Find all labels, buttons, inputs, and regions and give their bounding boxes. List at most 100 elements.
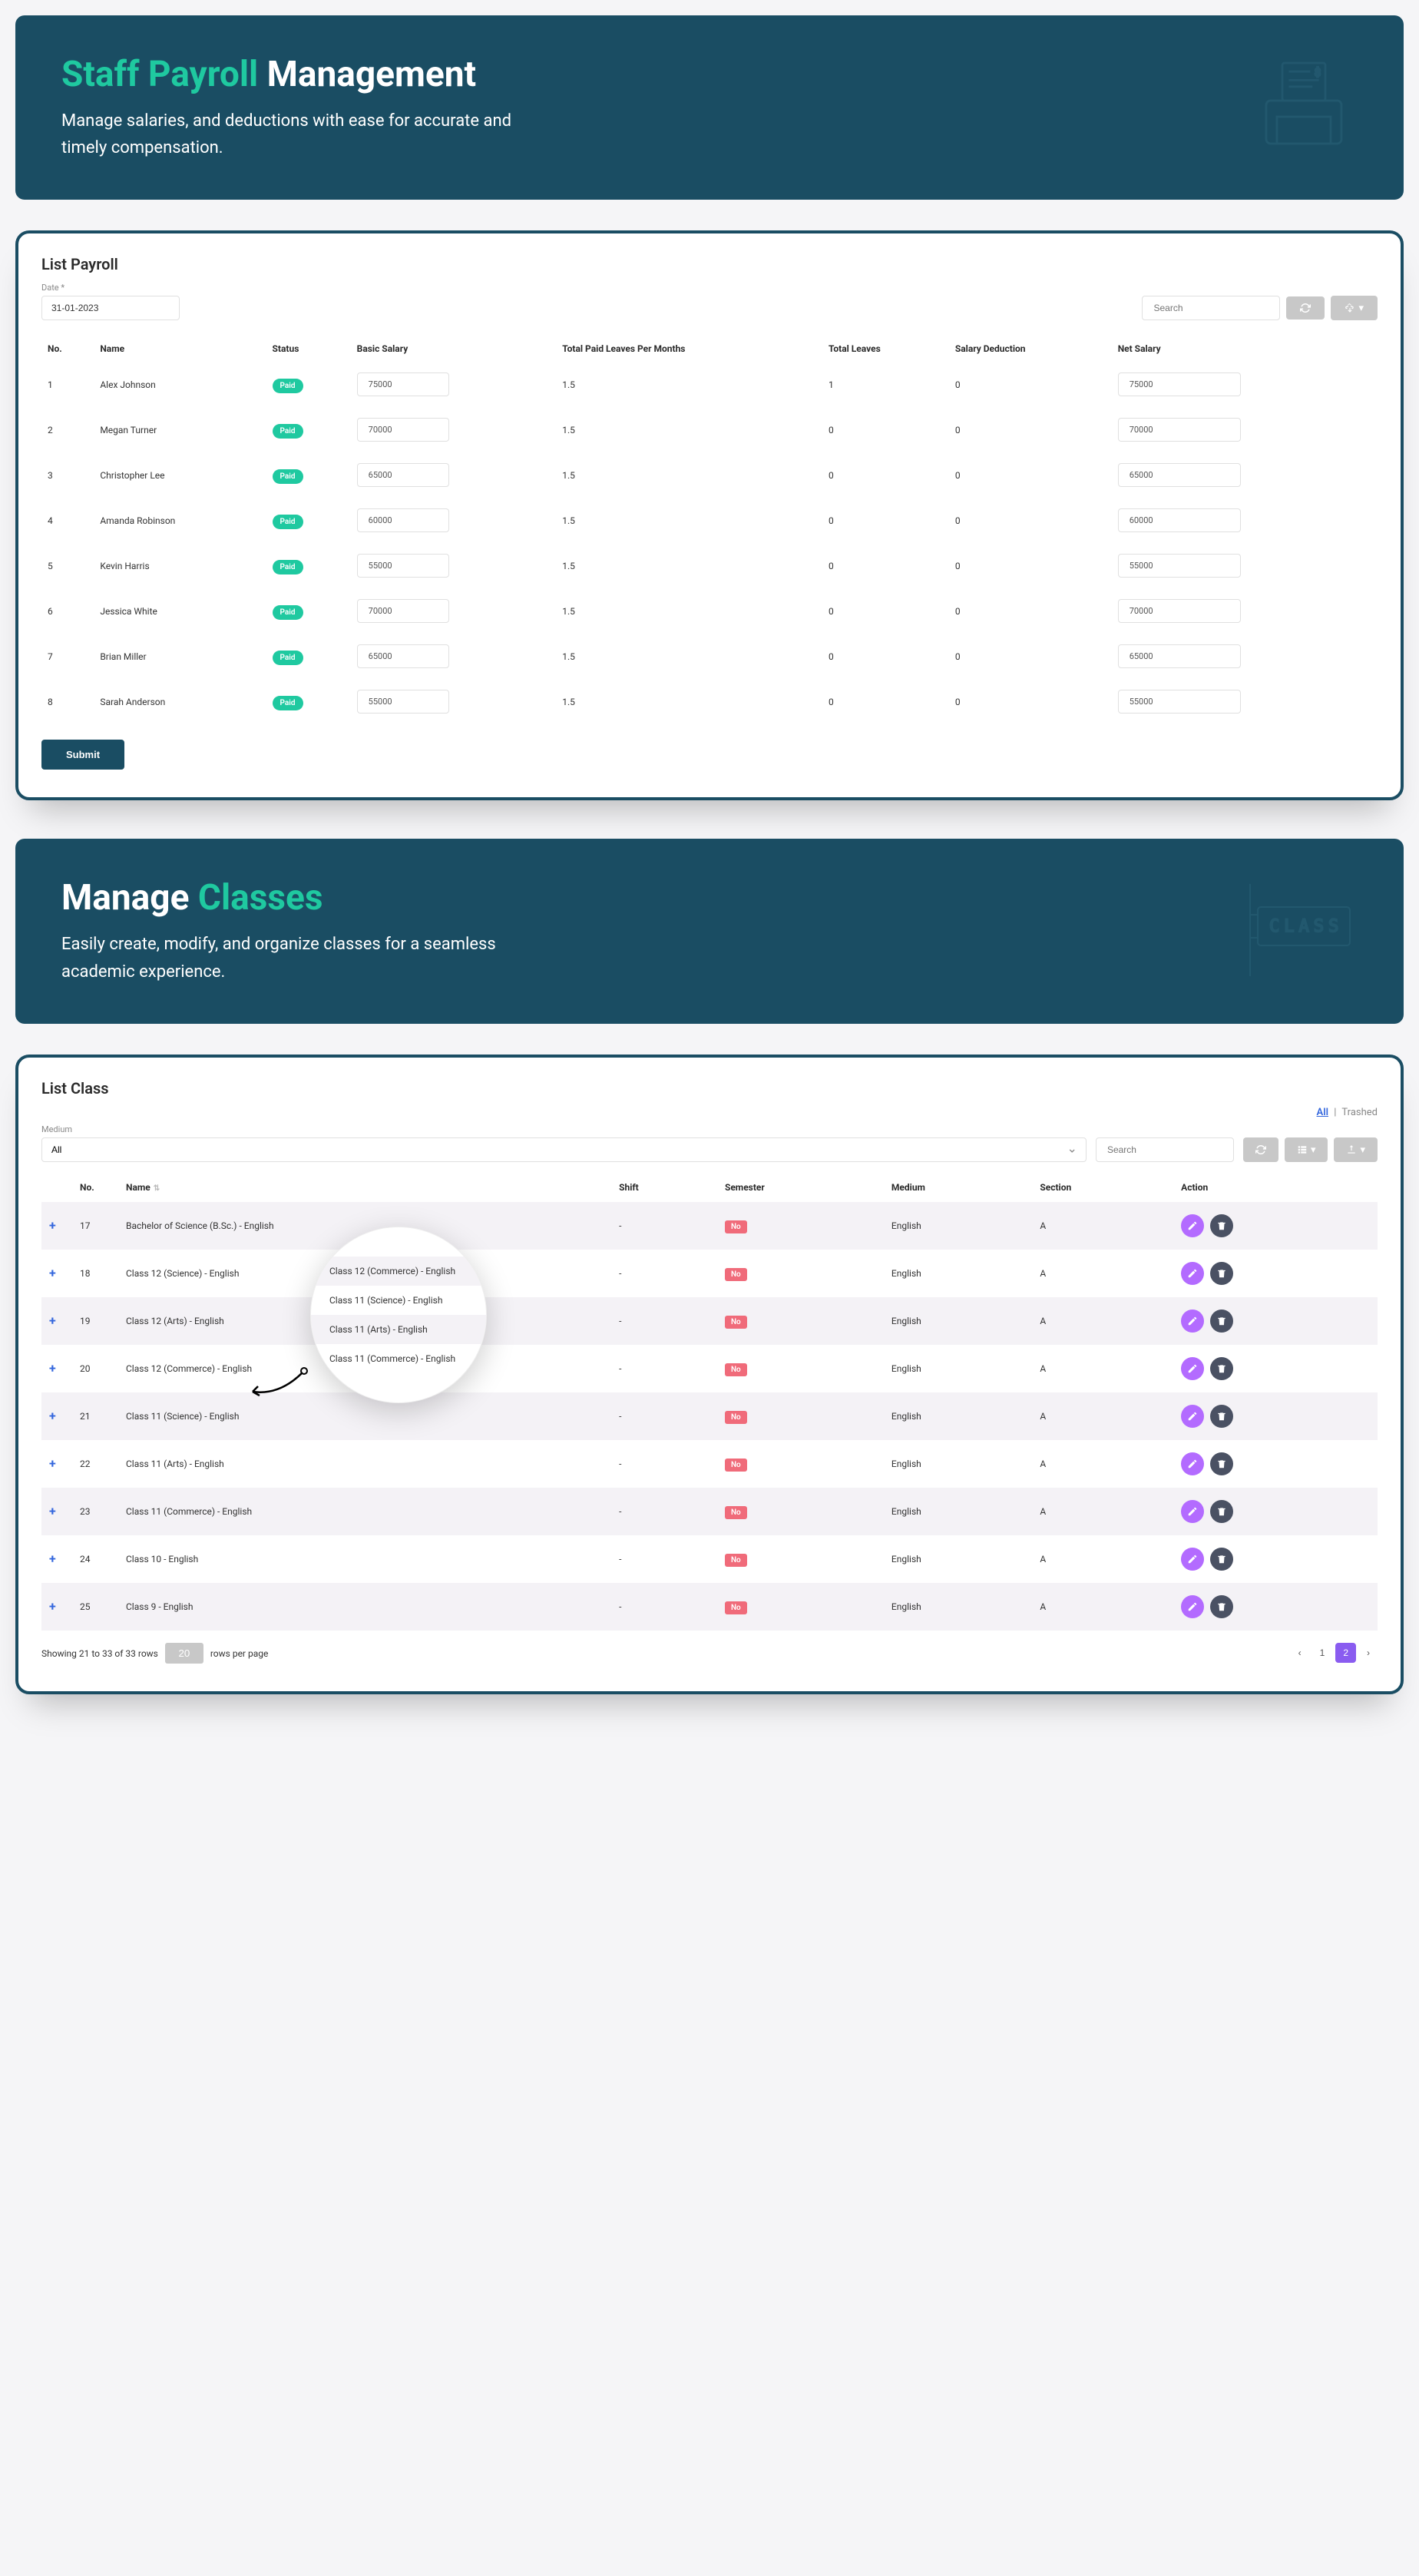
cell-action [1173,1488,1378,1535]
delete-button[interactable] [1210,1310,1233,1333]
delete-button[interactable] [1210,1214,1233,1237]
plus-icon[interactable]: + [49,1361,56,1376]
cell-deduction: 0 [949,679,1112,724]
medium-select[interactable]: All [41,1137,1087,1162]
delete-button[interactable] [1210,1548,1233,1571]
plus-icon[interactable]: + [49,1218,56,1233]
cell-action [1173,1440,1378,1488]
plus-icon[interactable]: + [49,1266,56,1280]
hero-classes: Manage Classes Easily create, modify, an… [15,839,1404,1023]
delete-button[interactable] [1210,1500,1233,1523]
plus-icon[interactable]: + [49,1313,56,1328]
magnifier-item: Class 11 (Commerce) - English [311,1344,486,1373]
cell-expand[interactable]: + [41,1488,72,1535]
tab-all[interactable]: All [1317,1107,1328,1118]
cell-basic: 75000 [351,362,557,407]
class-search-input[interactable] [1096,1137,1234,1162]
delete-button[interactable] [1210,1357,1233,1380]
no-badge: No [725,1363,747,1376]
edit-button[interactable] [1181,1500,1204,1523]
edit-button[interactable] [1181,1262,1204,1285]
plus-icon[interactable]: + [49,1456,56,1471]
export-button[interactable]: ▾ [1331,296,1378,320]
basic-salary-box[interactable]: 55000 [357,554,449,578]
pager-next[interactable]: › [1359,1643,1378,1663]
net-salary-box[interactable]: 65000 [1118,644,1241,668]
basic-salary-box[interactable]: 65000 [357,644,449,668]
payroll-search-input[interactable] [1142,296,1280,320]
cell-deduction: 0 [949,498,1112,543]
class-export-button[interactable]: ▾ [1334,1137,1378,1162]
cell-basic: 65000 [351,634,557,679]
payroll-row: 6Jessica WhitePaid700001.50070000 [41,588,1378,634]
cell-name: Christopher Lee [94,452,266,498]
pager-page-2[interactable]: 2 [1335,1643,1356,1663]
edit-button[interactable] [1181,1452,1204,1475]
plus-icon[interactable]: + [49,1551,56,1566]
cell-section: A [1032,1583,1173,1631]
cell-no: 22 [72,1440,118,1488]
class-columns-button[interactable]: ▾ [1285,1137,1328,1162]
cell-expand[interactable]: + [41,1535,72,1583]
net-salary-box[interactable]: 70000 [1118,418,1241,442]
trash-icon [1216,1363,1227,1374]
class-refresh-button[interactable] [1243,1137,1278,1162]
pager-page-1[interactable]: 1 [1312,1643,1333,1663]
edit-button[interactable] [1181,1357,1204,1380]
cell-medium: English [884,1297,1032,1345]
cell-expand[interactable]: + [41,1392,72,1440]
cell-medium: English [884,1583,1032,1631]
cell-expand[interactable]: + [41,1297,72,1345]
basic-salary-box[interactable]: 75000 [357,372,449,396]
class-column-header[interactable]: Name⇅ [118,1173,611,1202]
edit-button[interactable] [1181,1405,1204,1428]
cell-expand[interactable]: + [41,1583,72,1631]
edit-button[interactable] [1181,1595,1204,1618]
delete-button[interactable] [1210,1595,1233,1618]
payroll-column-header: Net Salary [1112,336,1378,362]
no-badge: No [725,1220,747,1233]
basic-salary-box[interactable]: 70000 [357,599,449,623]
net-salary-box[interactable]: 70000 [1118,599,1241,623]
payroll-column-header: Salary Deduction [949,336,1112,362]
plus-icon[interactable]: + [49,1409,56,1423]
magnifier-item: Class 11 (Arts) - English [311,1315,486,1344]
net-salary-box[interactable]: 60000 [1118,508,1241,532]
payroll-column-header: No. [41,336,94,362]
cell-expand[interactable]: + [41,1202,72,1250]
net-salary-box[interactable]: 55000 [1118,554,1241,578]
basic-salary-box[interactable]: 60000 [357,508,449,532]
basic-salary-box[interactable]: 65000 [357,463,449,487]
cell-expand[interactable]: + [41,1345,72,1392]
pager-prev[interactable]: ‹ [1291,1643,1309,1663]
cell-medium: English [884,1202,1032,1250]
cell-no: 19 [72,1297,118,1345]
cell-expand[interactable]: + [41,1250,72,1297]
plus-icon[interactable]: + [49,1599,56,1614]
cell-shift: - [611,1202,717,1250]
refresh-button[interactable] [1286,296,1325,320]
cell-no: 2 [41,407,94,452]
edit-button[interactable] [1181,1548,1204,1571]
basic-salary-box[interactable]: 70000 [357,418,449,442]
net-salary-box[interactable]: 75000 [1118,372,1241,396]
net-salary-box[interactable]: 55000 [1118,690,1241,714]
plus-icon[interactable]: + [49,1504,56,1518]
rows-per-page-input[interactable] [165,1643,203,1664]
edit-button[interactable] [1181,1214,1204,1237]
edit-button[interactable] [1181,1310,1204,1333]
date-input[interactable] [41,296,180,320]
delete-button[interactable] [1210,1452,1233,1475]
net-salary-box[interactable]: 65000 [1118,463,1241,487]
submit-button[interactable]: Submit [41,740,124,770]
tab-trashed[interactable]: Trashed [1341,1107,1378,1118]
delete-button[interactable] [1210,1405,1233,1428]
delete-button[interactable] [1210,1262,1233,1285]
status-pill: Paid [273,379,303,393]
cell-expand[interactable]: + [41,1440,72,1488]
cell-name: Jessica White [94,588,266,634]
cell-medium: English [884,1488,1032,1535]
cell-no: 18 [72,1250,118,1297]
cell-net: 70000 [1112,588,1378,634]
basic-salary-box[interactable]: 55000 [357,690,449,714]
